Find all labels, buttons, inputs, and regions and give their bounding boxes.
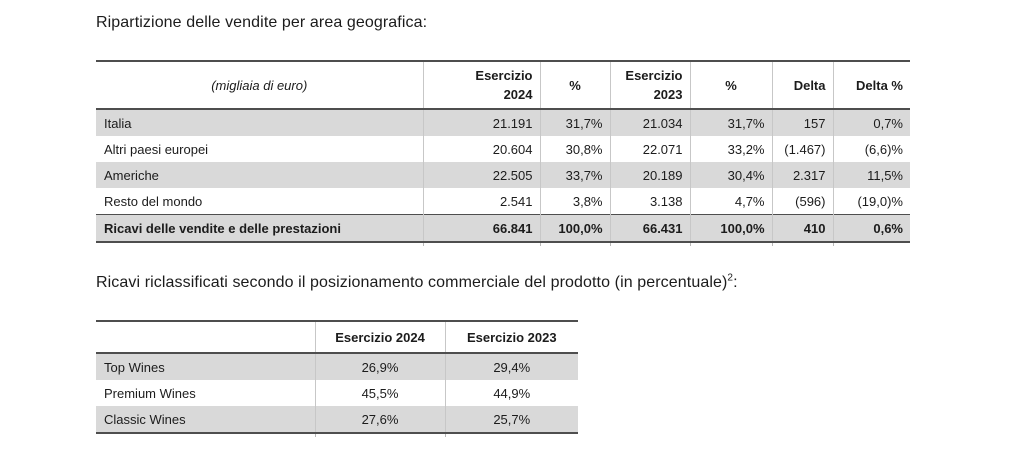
table1-header-unit-label: (migliaia di euro) bbox=[96, 60, 423, 110]
table1-row-italia: Italia 21.191 31,7% 21.034 31,7% 157 0,7… bbox=[96, 109, 910, 136]
cell-delta: (596) bbox=[771, 188, 833, 215]
table1-column-tick-marks bbox=[96, 243, 910, 247]
table2-header-esercizio-2023: Esercizio 2023 bbox=[444, 320, 578, 354]
table1-row-resto-del-mondo: Resto del mondo 2.541 3,8% 3.138 4,7% (5… bbox=[96, 188, 910, 215]
row-label: Italia bbox=[96, 109, 423, 136]
cell-pct-2023: 33,2% bbox=[689, 136, 772, 162]
section-title-reclassified-text: Ricavi riclassificati secondo il posizio… bbox=[96, 274, 728, 291]
cell-esercizio-2023: 3.138 bbox=[609, 188, 690, 215]
cell-pct-2023: 30,4% bbox=[689, 162, 772, 188]
table1-header-row: (migliaia di euro) Esercizio 2024 % Eser… bbox=[96, 60, 910, 110]
table2-row-classic-wines: Classic Wines 27,6% 25,7% bbox=[96, 406, 578, 434]
cell-esercizio-2023: 21.034 bbox=[609, 109, 690, 136]
cell-2023: 25,7% bbox=[444, 406, 578, 434]
table1-header-pct-2023: % bbox=[689, 60, 772, 110]
row-label: Altri paesi europei bbox=[104, 141, 209, 157]
cell-pct-2024: 3,8% bbox=[539, 188, 610, 215]
table2-header-row: Esercizio 2024 Esercizio 2023 bbox=[96, 320, 578, 354]
row-label: Resto del mondo bbox=[104, 193, 203, 209]
geographic-sales-table-wrap: (migliaia di euro) Esercizio 2024 % Eser… bbox=[96, 60, 910, 247]
table2-row-premium-wines: Premium Wines 45,5% 44,9% bbox=[96, 380, 578, 406]
cell-delta-pct: 0,7% bbox=[832, 109, 910, 136]
cell-esercizio-2023: 20.189 bbox=[609, 162, 690, 188]
wine-positioning-table-wrap: Esercizio 2024 Esercizio 2023 Top Wines … bbox=[96, 320, 578, 438]
cell-pct-2023: 4,7% bbox=[689, 188, 772, 215]
cell-esercizio-2024: 21.191 bbox=[422, 109, 540, 136]
cell-delta-pct: (19,0)% bbox=[832, 188, 910, 215]
table1-header-esercizio-2024: Esercizio 2024 bbox=[422, 60, 540, 110]
cell-pct-2023: 31,7% bbox=[689, 109, 772, 136]
table1-header-delta: Delta bbox=[771, 60, 833, 110]
cell-delta: 2.317 bbox=[771, 162, 833, 188]
cell-2024: 26,9% bbox=[314, 353, 445, 380]
cell-esercizio-2024: 22.505 bbox=[422, 162, 540, 188]
cell-esercizio-2024: 2.541 bbox=[422, 188, 540, 215]
cell-delta: 157 bbox=[771, 109, 833, 136]
table1-row-altri-paesi-europei: Altri paesi europei 20.604 30,8% 22.071 … bbox=[96, 136, 910, 162]
total-esercizio-2024: 66.841 bbox=[422, 214, 540, 243]
cell-pct-2024: 30,8% bbox=[539, 136, 610, 162]
cell-esercizio-2023: 22.071 bbox=[609, 136, 690, 162]
header-esercizio-2024-line2: 2024 bbox=[503, 87, 533, 102]
cell-pct-2024: 33,7% bbox=[539, 162, 610, 188]
cell-2024: 45,5% bbox=[314, 380, 445, 406]
total-label: Ricavi delle vendite e delle prestazioni bbox=[96, 214, 423, 243]
footnote-reference-2: 2 bbox=[727, 272, 734, 284]
table1-header-esercizio-2023: Esercizio 2023 bbox=[609, 60, 690, 110]
header-esercizio-2023-line2: 2023 bbox=[653, 87, 683, 102]
section-title-geographic: Ripartizione delle vendite per area geog… bbox=[96, 14, 428, 31]
cell-pct-2024: 31,7% bbox=[539, 109, 610, 136]
total-pct-2024: 100,0% bbox=[539, 214, 610, 243]
total-delta: 410 bbox=[771, 214, 833, 243]
header-esercizio-2024-line1: Esercizio bbox=[475, 68, 533, 83]
table2-header-empty bbox=[96, 320, 315, 354]
row-label: Americhe bbox=[96, 162, 423, 188]
cell-2023: 29,4% bbox=[444, 353, 578, 380]
table1-row-americhe: Americhe 22.505 33,7% 20.189 30,4% 2.317… bbox=[96, 162, 910, 188]
table1-header-pct-2024: % bbox=[539, 60, 610, 110]
section-title-reclassified: Ricavi riclassificati secondo il posizio… bbox=[96, 273, 1024, 293]
geographic-sales-table: (migliaia di euro) Esercizio 2024 % Eser… bbox=[96, 60, 910, 243]
cell-delta-pct: 11,5% bbox=[832, 162, 910, 188]
total-pct-2023: 100,0% bbox=[689, 214, 772, 243]
document-page: Ripartizione delle vendite per area geog… bbox=[96, 14, 1024, 438]
cell-2023: 44,9% bbox=[444, 380, 578, 406]
row-label: Top Wines bbox=[96, 353, 315, 380]
wine-positioning-table: Esercizio 2024 Esercizio 2023 Top Wines … bbox=[96, 320, 578, 434]
cell-delta: (1.467) bbox=[771, 136, 833, 162]
table1-total-row: Ricavi delle vendite e delle prestazioni… bbox=[96, 214, 910, 243]
table2-column-tick-marks bbox=[96, 434, 578, 438]
table2-header-esercizio-2024: Esercizio 2024 bbox=[314, 320, 445, 354]
cell-delta-pct: (6,6)% bbox=[832, 136, 910, 162]
cell-esercizio-2024: 20.604 bbox=[422, 136, 540, 162]
cell-2024: 27,6% bbox=[314, 406, 445, 434]
table1-header-delta-pct: Delta % bbox=[832, 60, 910, 110]
section-title-reclassified-colon: : bbox=[733, 274, 738, 291]
row-label: Premium Wines bbox=[104, 385, 196, 401]
total-esercizio-2023: 66.431 bbox=[609, 214, 690, 243]
table2-row-top-wines: Top Wines 26,9% 29,4% bbox=[96, 353, 578, 380]
total-delta-pct: 0,6% bbox=[832, 214, 910, 243]
header-esercizio-2023-line1: Esercizio bbox=[625, 68, 683, 83]
row-label: Classic Wines bbox=[96, 406, 315, 434]
